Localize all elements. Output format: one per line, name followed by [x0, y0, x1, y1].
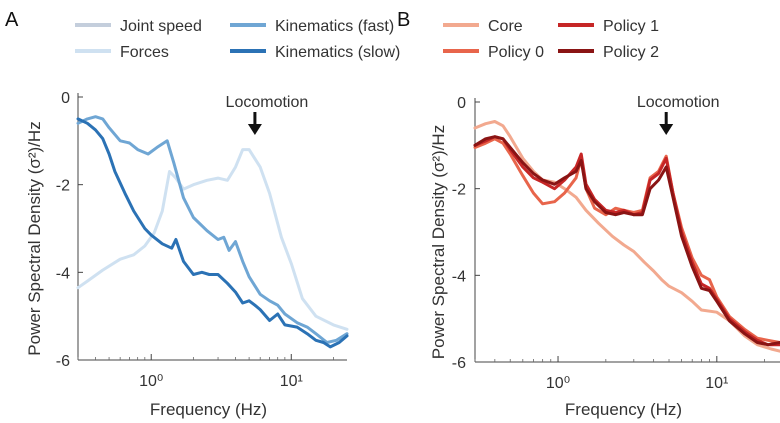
y-tick-label: -2	[56, 178, 70, 195]
y-tick-label: -2	[452, 182, 466, 199]
series-line-core	[473, 120, 780, 353]
panel-b: B 0 -2 -4 -6 10⁰ 10¹ Frequency (Hz) Power Spectr…	[397, 9, 780, 419]
y-axis-label: Power Spectral Density (σ²)/Hz	[429, 125, 448, 359]
x-tick-label: 10¹	[280, 373, 303, 390]
legend-label: Policy 1	[603, 18, 659, 35]
panel-label: A	[5, 9, 19, 31]
y-tick-label: -4	[452, 268, 466, 285]
x-tick-label: 10⁰	[546, 375, 570, 392]
series-line-forces	[76, 148, 349, 331]
legend-label: Forces	[120, 44, 169, 61]
legend-label: Kinematics (fast)	[275, 18, 394, 35]
y-tick-label: -4	[56, 265, 70, 282]
legend-label: Policy 2	[603, 44, 659, 61]
y-axis-label: Power Spectral Density (σ²)/Hz	[25, 121, 44, 355]
y-tick-label: -6	[452, 355, 466, 372]
legend-label: Core	[488, 18, 523, 35]
down-arrow-icon	[247, 124, 262, 135]
x-axis-label: Frequency (Hz)	[565, 400, 682, 419]
series-line-policy-0	[473, 137, 780, 344]
y-tick-label: -6	[56, 353, 70, 370]
annotation-label: Locomotion	[226, 94, 309, 111]
legend-label: Policy 0	[488, 44, 544, 61]
series-line-kinematics-slow	[76, 117, 349, 349]
annotation-label: Locomotion	[637, 94, 720, 111]
legend-label: Kinematics (slow)	[275, 44, 400, 61]
panel-a: A 0 -2 -4 -6 10⁰ 10¹ Frequency (Hz) Power Spectr…	[5, 9, 400, 419]
legend-label: Joint speed	[120, 18, 202, 35]
y-tick-label: 0	[457, 95, 466, 112]
series-line-policy-2	[473, 135, 780, 347]
x-tick-label: 10¹	[705, 375, 728, 392]
y-tick-label: 0	[61, 90, 70, 107]
series-line-kinematics-fast	[76, 115, 349, 344]
x-tick-label: 10⁰	[139, 373, 163, 390]
series-line-policy-1	[473, 135, 780, 347]
panel-label: B	[397, 9, 410, 31]
x-axis-label: Frequency (Hz)	[150, 400, 267, 419]
down-arrow-icon	[659, 124, 674, 135]
